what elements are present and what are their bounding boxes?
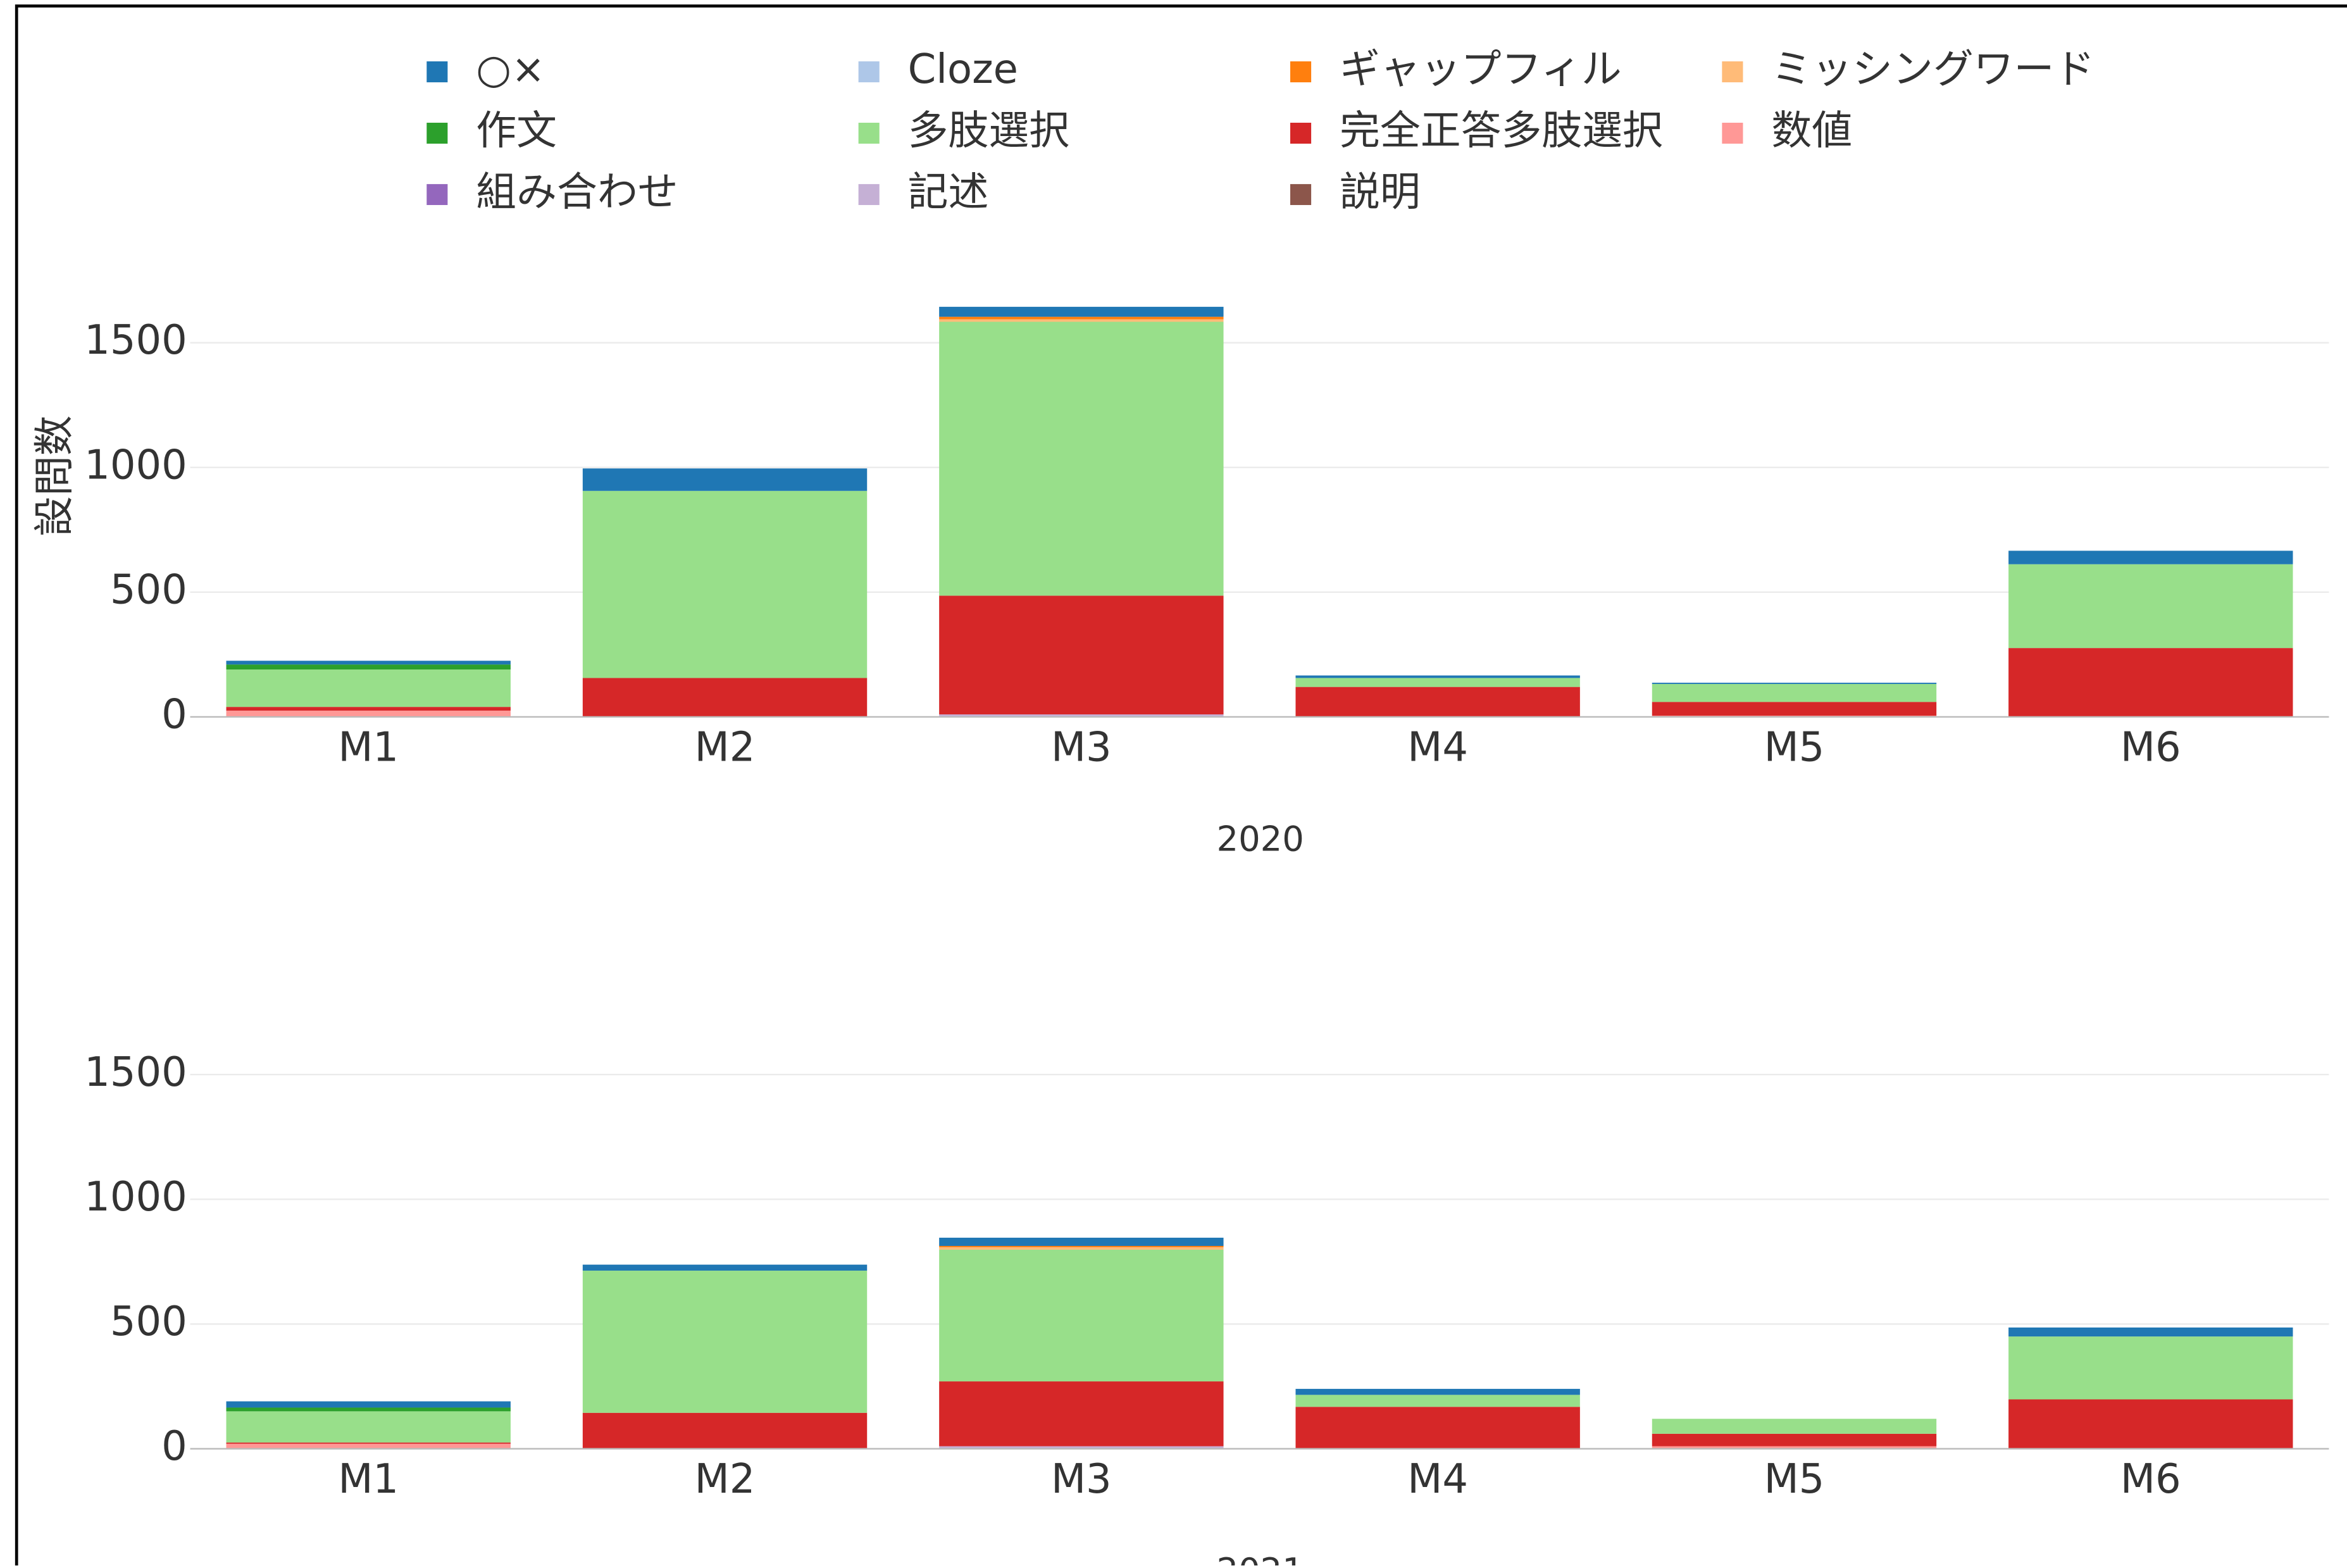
bar-segment [939, 306, 1224, 317]
x-tick-label: M2 [695, 725, 756, 771]
legend-swatch [1290, 122, 1312, 144]
bar-segment [2008, 648, 2293, 717]
frame [15, 4, 2347, 1568]
x-tick-label: M4 [1407, 1456, 1468, 1503]
bar-segment [939, 714, 1224, 717]
bar-segment [226, 1411, 511, 1443]
bar-segment [939, 321, 1224, 596]
x-tick-label: M5 [1764, 725, 1825, 771]
bar-segment [2008, 1327, 2293, 1337]
bar-segment [939, 1249, 1224, 1382]
bar-segment [2008, 551, 2293, 564]
bar-segment [2008, 1336, 2293, 1400]
bar-segment [226, 1407, 511, 1412]
legend-swatch [1722, 122, 1743, 144]
bar-segment [939, 319, 1224, 322]
legend-swatch [426, 184, 448, 206]
legend-swatch [1290, 61, 1312, 83]
bar-segment [1652, 683, 1937, 702]
bar-segment [939, 1446, 1224, 1449]
bar-segment [1295, 1395, 1580, 1407]
bar-segment [226, 661, 511, 665]
legend-swatch [1290, 184, 1312, 206]
bar-segment [226, 711, 511, 717]
bar-segment [226, 1442, 511, 1444]
bar-segment [2008, 564, 2293, 649]
bar-segment [939, 595, 1224, 714]
bar-segment [226, 669, 511, 707]
bar-segment [2008, 1399, 2293, 1449]
y-tick-label: 1000 [84, 1174, 187, 1221]
bar-segment [226, 707, 511, 711]
y-tick-label: 1000 [84, 442, 187, 488]
bar-segment [939, 1238, 1224, 1247]
y-tick-label: 500 [110, 1298, 187, 1345]
legend-label: ギャップフィル [1340, 46, 1622, 93]
bar-segment [1652, 682, 1937, 684]
bar-segment [582, 468, 868, 491]
bar-segment [1652, 702, 1937, 716]
y-tick-label: 1500 [84, 1049, 187, 1096]
x-tick-label: M5 [1764, 1456, 1825, 1503]
bar-segment [939, 1381, 1224, 1447]
bar-segment [939, 1247, 1224, 1250]
legend-label: ○× [476, 46, 545, 93]
x-axis-title: 2021 [1216, 1551, 1304, 1565]
x-tick-label: M6 [2120, 725, 2181, 771]
x-tick-label: M4 [1407, 725, 1468, 771]
bar-segment [1652, 1419, 1937, 1434]
bar-segment [939, 1246, 1224, 1248]
bar-segment [1295, 675, 1580, 678]
y-tick-label: 0 [161, 692, 187, 738]
legend-label: ミッシングワード [1771, 46, 2095, 93]
bar-segment [226, 1443, 511, 1449]
legend-swatch [858, 61, 880, 83]
legend-swatch [426, 61, 448, 83]
bar-segment [582, 1264, 868, 1271]
bar-segment [1295, 687, 1580, 717]
legend-label: 数値 [1771, 108, 1852, 154]
legend-label: 作文 [476, 108, 557, 154]
legend-label: 説明 [1340, 169, 1421, 216]
legend-swatch [1722, 61, 1743, 83]
y-tick-label: 500 [110, 566, 187, 613]
legend-swatch [858, 184, 880, 206]
bar-segment [939, 316, 1224, 320]
legend-label: 組み合わせ [476, 169, 678, 216]
bar-segment [1295, 1388, 1580, 1395]
bar-segment [582, 678, 868, 717]
legend-label: Cloze [908, 46, 1018, 93]
legend-label: 完全正答多肢選択 [1340, 108, 1663, 154]
bar-segment [582, 490, 868, 678]
x-tick-label: M2 [695, 1456, 756, 1503]
legend-swatch [426, 122, 448, 144]
bar-segment [226, 1401, 511, 1408]
y-tick-label: 1500 [84, 317, 187, 364]
x-tick-label: M1 [338, 725, 399, 771]
bar-segment [582, 1271, 868, 1413]
x-axis-title: 2020 [1216, 819, 1304, 859]
bar-segment [1295, 678, 1580, 687]
bar-segment [1652, 1446, 1937, 1449]
legend-swatch [858, 122, 880, 144]
legend-label: 多肢選択 [908, 108, 1069, 154]
y-axis-title: 設問数 [32, 415, 78, 537]
bar-segment [1652, 1433, 1937, 1447]
x-tick-label: M3 [1051, 1456, 1112, 1503]
legend-label: 記述 [908, 169, 989, 216]
x-tick-label: M3 [1051, 725, 1112, 771]
y-tick-label: 0 [161, 1423, 187, 1470]
x-tick-label: M1 [338, 1456, 399, 1503]
x-tick-label: M6 [2120, 1456, 2181, 1503]
bar-segment [1295, 1407, 1580, 1449]
bar-segment [226, 664, 511, 670]
bar-segment [582, 1412, 868, 1449]
